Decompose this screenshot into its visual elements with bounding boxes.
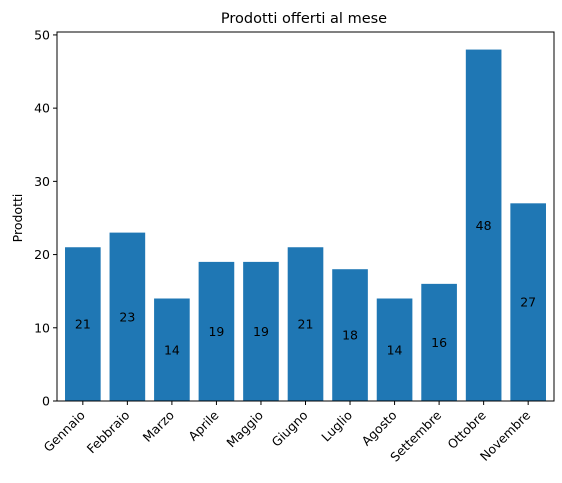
x-tick-label: Aprile — [185, 407, 221, 443]
data-label-settembre: 16 — [431, 335, 447, 350]
x-tick-label: Gennaio — [41, 408, 88, 455]
x-tick-label: Luglio — [318, 408, 355, 445]
x-tick-label: Febbraio — [84, 408, 133, 457]
bar-giugno — [287, 247, 324, 401]
bar-settembre — [421, 283, 457, 401]
bar-maggio — [243, 261, 279, 401]
y-tick-label: 10 — [34, 320, 50, 335]
data-label-giugno: 21 — [298, 317, 314, 332]
bar-febbraio — [109, 232, 146, 401]
data-labels-group: 21 23 14 19 19 21 18 14 16 48 27 — [75, 218, 536, 357]
data-label-novembre: 27 — [520, 295, 536, 310]
x-tick-label: Ottobre — [444, 407, 489, 452]
data-label-gennaio: 21 — [75, 317, 91, 332]
data-label-ottobre: 48 — [476, 218, 492, 233]
y-tick-label: 20 — [34, 247, 50, 262]
plot-frame — [56, 31, 555, 402]
bars-group — [65, 49, 546, 401]
data-label-agosto: 14 — [387, 342, 403, 357]
bar-luglio — [332, 269, 368, 401]
data-label-aprile: 19 — [208, 324, 224, 339]
y-tick-label: 50 — [34, 27, 50, 42]
data-label-marzo: 14 — [164, 342, 180, 357]
bar-ottobre — [465, 49, 502, 401]
y-axis-label: Prodotti — [10, 194, 25, 243]
chart-title: Prodotti offerti al mese — [221, 11, 387, 27]
x-tick-label: Giugno — [268, 408, 310, 450]
y-tick-label: 0 — [42, 394, 50, 409]
bar-marzo — [154, 298, 190, 401]
y-axis-ticks: 0 10 20 30 40 50 — [34, 27, 57, 409]
data-label-febbraio: 23 — [119, 309, 135, 324]
x-tick-label: Maggio — [223, 408, 266, 451]
bar-gennaio — [65, 247, 101, 401]
bar-aprile — [198, 261, 235, 401]
bar-novembre — [510, 203, 546, 401]
y-tick-label: 40 — [34, 101, 50, 116]
bar-agosto — [376, 298, 413, 401]
y-tick-label: 30 — [34, 174, 50, 189]
data-label-luglio: 18 — [342, 328, 358, 343]
x-tick-label: Agosto — [359, 408, 400, 449]
data-label-maggio: 19 — [253, 324, 269, 339]
x-tick-label: Marzo — [140, 408, 177, 445]
